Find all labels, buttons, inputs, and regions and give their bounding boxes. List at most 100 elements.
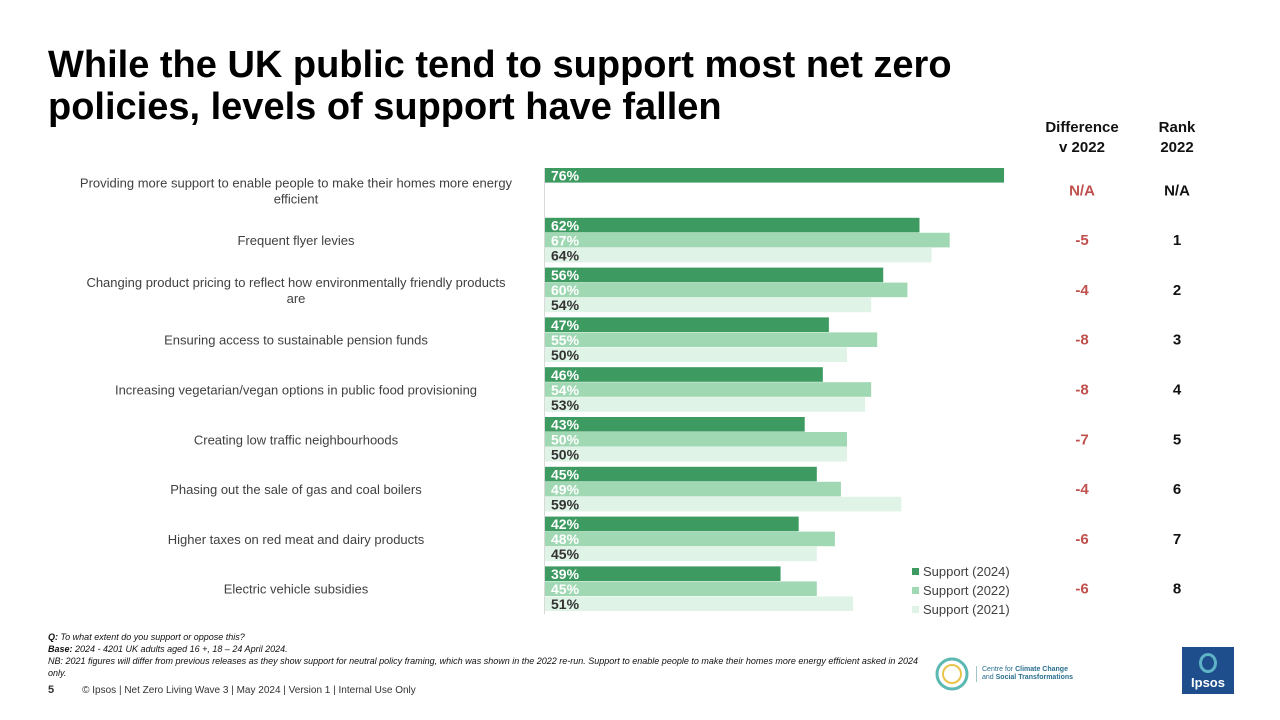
bar-2022 [545,581,817,596]
footnotes: Q: To what extent do you support or oppo… [48,631,928,679]
legend-label-2024: Support (2024) [923,564,1010,579]
rank-value: 3 [1173,332,1181,349]
bars-layer: Providing more support to enable people … [80,168,1190,612]
difference-value: -7 [1075,431,1088,448]
bar-group: Higher taxes on red meat and dairy produ… [168,516,1181,562]
page-title: While the UK public tend to support most… [48,44,952,128]
bar-group: Providing more support to enable people … [80,168,1190,207]
category-label: Providing more support to enable people … [80,175,513,206]
legend-label-2022: Support (2022) [923,583,1010,598]
value-label-2022: 55% [551,332,580,348]
legend-label-2021: Support (2021) [923,602,1010,617]
bar-2021 [545,596,854,611]
category-label: Frequent flyer levies [237,233,355,248]
rank-value: 4 [1173,382,1182,399]
category-label-line: efficient [274,191,319,206]
rank-value: 8 [1173,581,1181,598]
chart-legend: Support (2024) Support (2022) Support (2… [912,562,1010,619]
bar-2021 [545,347,847,362]
bar-2021 [545,297,872,313]
rank-value: 2 [1173,282,1181,299]
category-label-line: Electric vehicle subsidies [224,582,369,597]
ipsos-mark-icon [1199,653,1217,673]
difference-value: -8 [1075,332,1088,349]
cst-logo-text: Centre for Climate Change and Social Tra… [976,666,1073,682]
bar-2024 [545,168,1005,183]
rank-value: N/A [1164,182,1190,199]
bar-2024 [545,217,920,233]
bar-group: Creating low traffic neighbourhoods43%50… [194,417,1181,463]
bar-2022 [545,531,835,547]
bar-2022 [545,232,950,248]
value-label-2021: 51% [551,596,580,612]
bar-2021 [545,496,902,512]
legend-swatch-2022 [912,587,919,594]
category-label-line: Creating low traffic neighbourhoods [194,432,399,447]
value-label-2024: 76% [551,168,580,184]
category-label: Electric vehicle subsidies [224,582,369,597]
bar-group: Phasing out the sale of gas and coal boi… [170,466,1181,512]
rank-header-line1: Rank [1158,119,1196,136]
category-label: Ensuring access to sustainable pension f… [164,333,428,348]
page-number: 5 [48,684,55,696]
rank-value: 6 [1173,481,1181,498]
rank-value: 1 [1173,232,1181,249]
value-label-2024: 45% [551,466,580,482]
value-label-2024: 56% [551,267,580,283]
bar-group: Increasing vegetarian/vegan options in p… [115,367,1182,413]
footer-text: © Ipsos | Net Zero Living Wave 3 | May 2… [82,684,416,696]
category-label: Changing product pricing to reflect how … [86,275,506,306]
legend-item-2022: Support (2022) [912,581,1010,600]
value-label-2024: 39% [551,566,580,582]
bar-2024 [545,417,805,432]
nb-note: NB: 2021 figures will differ from previo… [48,656,918,678]
value-label-2024: 47% [551,317,580,333]
bar-2024 [545,317,829,332]
cst-logo: Centre for Climate Change and Social Tra… [934,656,1073,692]
bar-2024 [545,516,799,532]
difference-value: -4 [1075,481,1089,498]
footer: 5 © Ipsos | Net Zero Living Wave 3 | May… [48,684,416,696]
category-label-line: are [287,291,306,306]
value-label-2024: 46% [551,367,580,383]
legend-item-2021: Support (2021) [912,600,1010,619]
cst-circle-icon [935,657,969,691]
bar-2022 [545,332,878,347]
bar-2022 [545,432,847,447]
legend-swatch-2024 [912,568,919,575]
legend-item-2024: Support (2024) [912,562,1010,581]
value-label-2021: 50% [551,447,580,463]
value-label-2021: 50% [551,347,580,363]
category-label-line: Providing more support to enable people … [80,175,513,190]
difference-value: -6 [1075,581,1088,598]
legend-swatch-2021 [912,606,919,613]
category-label-line: Frequent flyer levies [237,233,355,248]
question-note: Q: To what extent do you support or oppo… [48,632,245,642]
category-label-line: Changing product pricing to reflect how … [86,275,506,290]
bar-2021 [545,247,932,263]
bar-2022 [545,481,841,497]
difference-value: N/A [1069,182,1095,199]
value-label-2022: 54% [551,382,580,398]
base-note: Base: 2024 - 4201 UK adults aged 16 +, 1… [48,644,288,654]
value-label-2021: 54% [551,297,580,313]
difference-value: -8 [1075,382,1088,399]
value-label-2024: 62% [551,217,580,233]
bar-2024 [545,566,781,581]
bar-group: Frequent flyer levies 62%67%64% -5 1 [237,217,1181,263]
bar-2024 [545,466,817,482]
category-label-line: Higher taxes on red meat and dairy produ… [168,532,425,547]
difference-value: -5 [1075,232,1088,249]
bar-2022 [545,282,908,298]
value-label-2021: 64% [551,247,580,263]
value-label-2022: 49% [551,481,580,497]
bar-2021 [545,447,847,462]
rank-value: 7 [1173,531,1181,548]
difference-column-header: Difference v 2022 [1036,118,1128,158]
bar-group: Changing product pricing to reflect how … [86,267,1181,313]
difference-header-line2: v 2022 [1059,139,1105,156]
difference-value: -4 [1075,282,1089,299]
category-label: Creating low traffic neighbourhoods [194,432,399,447]
value-label-2024: 42% [551,516,580,532]
